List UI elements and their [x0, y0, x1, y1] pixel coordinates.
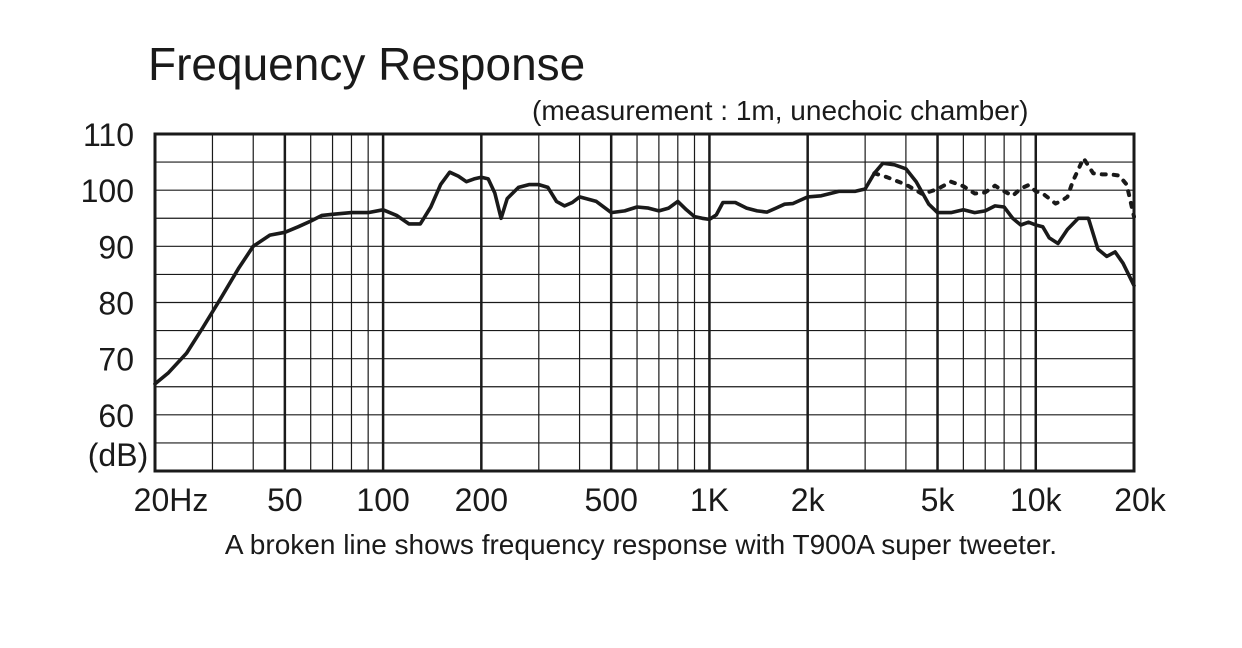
minor-grid — [155, 134, 1134, 471]
x-tick-label: 2k — [791, 482, 826, 518]
solid-response-line — [153, 161, 1136, 386]
y-tick-label: 80 — [98, 286, 134, 322]
x-tick-labels: 20Hz 50 100 200 500 1K 2k 5k 10k 20k — [134, 482, 1167, 518]
x-tick-label: 50 — [267, 482, 303, 518]
y-tick-label: 100 — [81, 173, 134, 209]
x-tick-label: 5k — [921, 482, 956, 518]
x-tick-label: 20k — [1114, 482, 1167, 518]
y-tick-labels: 110 100 90 80 70 60 — [81, 117, 134, 434]
y-tick-label: 90 — [98, 229, 134, 265]
y-tick-label: 60 — [98, 398, 134, 434]
x-tick-label: 200 — [455, 482, 508, 518]
chart-subtitle: (measurement : 1m, unechoic chamber) — [532, 95, 1029, 126]
chart-title: Frequency Response — [148, 38, 586, 90]
x-tick-label: 500 — [584, 482, 637, 518]
chart-caption: A broken line shows frequency response w… — [224, 529, 1058, 560]
x-tick-label: 1K — [690, 482, 729, 518]
plot-frame — [153, 132, 1136, 473]
x-tick-label: 10k — [1010, 482, 1063, 518]
series-layer — [153, 156, 1136, 386]
y-tick-label: 110 — [83, 117, 134, 153]
x-tick-label: 100 — [356, 482, 409, 518]
y-tick-label: 70 — [98, 342, 134, 378]
major-grid — [283, 134, 1038, 471]
dotted-response-line — [872, 156, 1136, 219]
y-axis-label: (dB) — [88, 437, 148, 473]
x-tick-label: 20Hz — [134, 482, 209, 518]
